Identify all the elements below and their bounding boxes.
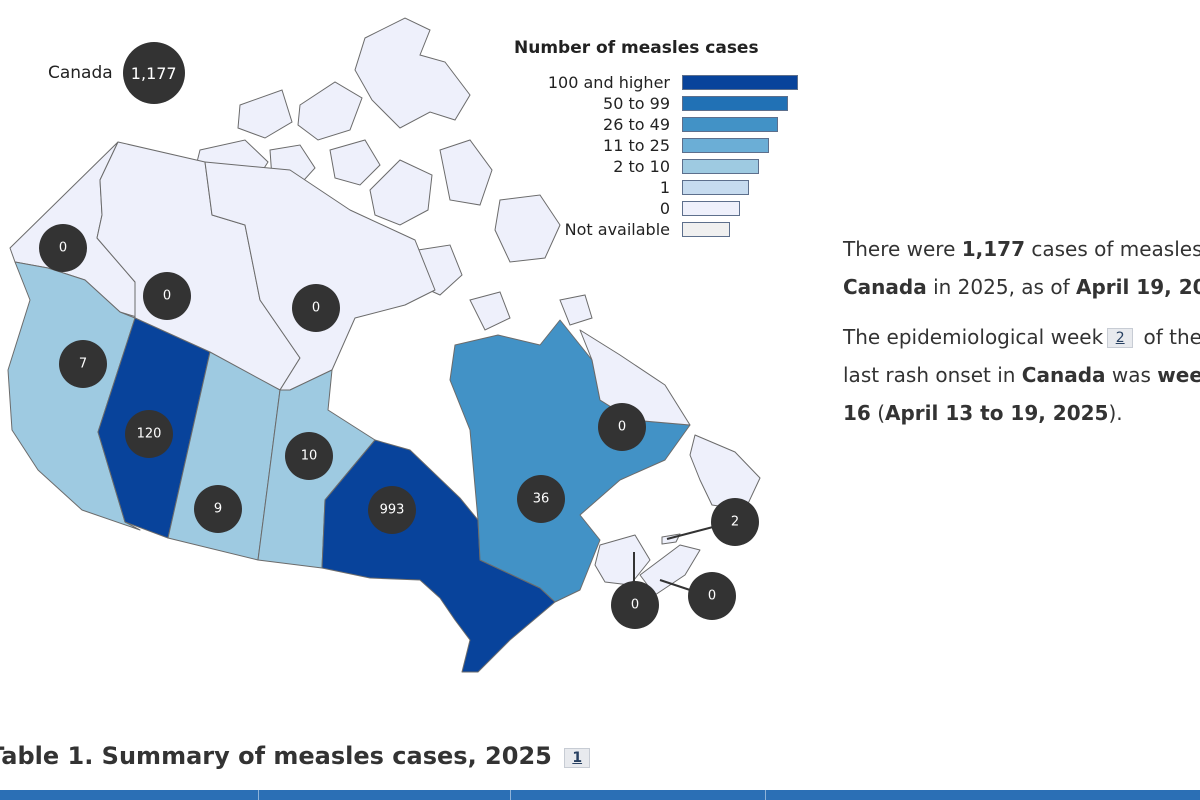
legend-label: 11 to 25 <box>603 136 670 155</box>
region-newfoundland-island <box>689 434 761 511</box>
legend-item: 11 to 25 <box>470 135 800 156</box>
bubble-nova-scotia: 0 <box>688 572 736 620</box>
legend-swatch <box>682 159 759 174</box>
legend-label: 1 <box>659 178 670 197</box>
svg-text:0: 0 <box>312 301 320 316</box>
leader-line-pei <box>666 526 714 540</box>
svg-text:0: 0 <box>59 241 67 256</box>
legend-item: 2 to 10 <box>470 156 800 177</box>
footnote-link-1[interactable]: 1 <box>564 748 591 768</box>
map-legend: Number of measles cases 100 and higher 5… <box>470 38 800 240</box>
legend-label: Not available <box>564 220 670 239</box>
legend-swatch <box>682 75 798 90</box>
canada-total: Canada 1,177 <box>48 42 185 104</box>
canada-total-label: Canada <box>48 63 113 83</box>
svg-text:0: 0 <box>163 289 171 304</box>
arctic-islands <box>194 17 593 331</box>
summary-week-label: week <box>1157 363 1200 387</box>
svg-text:0: 0 <box>618 420 626 435</box>
table-column-divider <box>258 790 259 800</box>
bubble-ontario: 993 <box>368 486 416 534</box>
summary-text: There were 1,177 cases of measles in Cana… <box>843 230 1200 444</box>
legend-item: 26 to 49 <box>470 114 800 135</box>
summary-text-part: ). <box>1108 401 1123 425</box>
bubble-manitoba: 10 <box>285 432 333 480</box>
svg-text:0: 0 <box>631 598 639 613</box>
footnote-link-2[interactable]: 2 <box>1107 328 1134 348</box>
legend-label: 0 <box>659 199 670 218</box>
legend-swatch <box>682 222 730 237</box>
summary-text-part: in 2025, as of <box>926 275 1076 299</box>
summary-place: Canada <box>843 275 927 299</box>
bubble-newfoundland-labrador: 0 <box>598 403 646 451</box>
summary-total-cases: 1,177 <box>961 237 1026 261</box>
bubble-quebec: 36 <box>517 475 565 523</box>
summary-week-paragraph: The epidemiological week 2 of the last ras… <box>843 318 1200 432</box>
bubble-saskatchewan: 9 <box>194 485 242 533</box>
table-column-divider <box>765 790 766 800</box>
legend-label: 50 to 99 <box>603 94 670 113</box>
svg-text:7: 7 <box>79 357 87 372</box>
bubble-yukon: 0 <box>39 224 87 272</box>
table-header-row <box>0 790 1200 800</box>
table-caption-text: Table 1. Summary of measles cases, 2025 <box>0 742 552 770</box>
legend-swatch <box>682 117 778 132</box>
summary-week-range: April 13 to 19, 2025 <box>885 401 1109 425</box>
svg-text:993: 993 <box>380 503 405 518</box>
summary-week-number: 16 <box>843 401 871 425</box>
svg-text:9: 9 <box>214 502 222 517</box>
bubble-british-columbia: 7 <box>59 340 107 388</box>
svg-text:36: 36 <box>533 492 550 507</box>
bubble-alberta: 120 <box>125 410 173 458</box>
summary-text-part: ( <box>870 401 886 425</box>
summary-text-part: The epidemiological week <box>843 325 1104 349</box>
summary-text-part: was <box>1105 363 1158 387</box>
summary-as-of-date: April 19, 2025 <box>1075 275 1200 299</box>
legend-label: 26 to 49 <box>603 115 670 134</box>
svg-text:0: 0 <box>708 589 716 604</box>
bubble-new-brunswick: 0 <box>611 581 659 629</box>
legend-swatch <box>682 96 788 111</box>
legend-swatch <box>682 138 769 153</box>
canada-measles-map: 0 0 0 7 120 9 10 993 36 0 0 2 0 <box>7 17 761 673</box>
canada-total-bubble: 1,177 <box>122 42 185 104</box>
bubble-nunavut: 0 <box>292 284 340 332</box>
svg-text:10: 10 <box>301 449 318 464</box>
legend-item: 0 <box>470 198 800 219</box>
legend-title: Number of measles cases <box>514 38 759 58</box>
summary-text-part: of the <box>1137 325 1200 349</box>
legend-label: 2 to 10 <box>613 157 670 176</box>
legend-label: 100 and higher <box>547 73 670 92</box>
summary-place: Canada <box>1021 363 1106 387</box>
legend-item: 100 and higher <box>470 72 800 93</box>
bubble-pei: 2 <box>711 498 759 546</box>
table-column-divider <box>510 790 511 800</box>
legend-item: Not available <box>470 219 800 240</box>
summary-text-part: cases of measles in <box>1031 237 1200 261</box>
summary-total-paragraph: There were 1,177 cases of measles in Cana… <box>843 230 1200 306</box>
legend-item: 50 to 99 <box>470 93 800 114</box>
leader-line-nova-scotia <box>659 579 691 591</box>
summary-text-part: last rash onset in <box>843 363 1022 387</box>
svg-text:2: 2 <box>731 515 739 530</box>
legend-item: 1 <box>470 177 800 198</box>
region-newfoundland-labrador <box>579 329 691 426</box>
table-caption: Table 1. Summary of measles cases, 2025 … <box>0 742 594 770</box>
region-quebec <box>449 319 691 603</box>
summary-text-part: There were <box>843 237 962 261</box>
svg-text:120: 120 <box>137 427 162 442</box>
bubble-northwest-territories: 0 <box>143 272 191 320</box>
legend-swatch <box>682 201 740 216</box>
legend-swatch <box>682 180 749 195</box>
